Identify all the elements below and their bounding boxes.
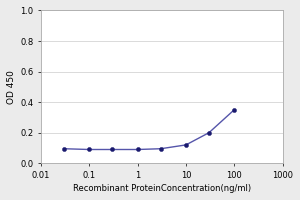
X-axis label: Recombinant ProteinConcentration(ng/ml): Recombinant ProteinConcentration(ng/ml): [73, 184, 251, 193]
Y-axis label: OD 450: OD 450: [7, 70, 16, 104]
